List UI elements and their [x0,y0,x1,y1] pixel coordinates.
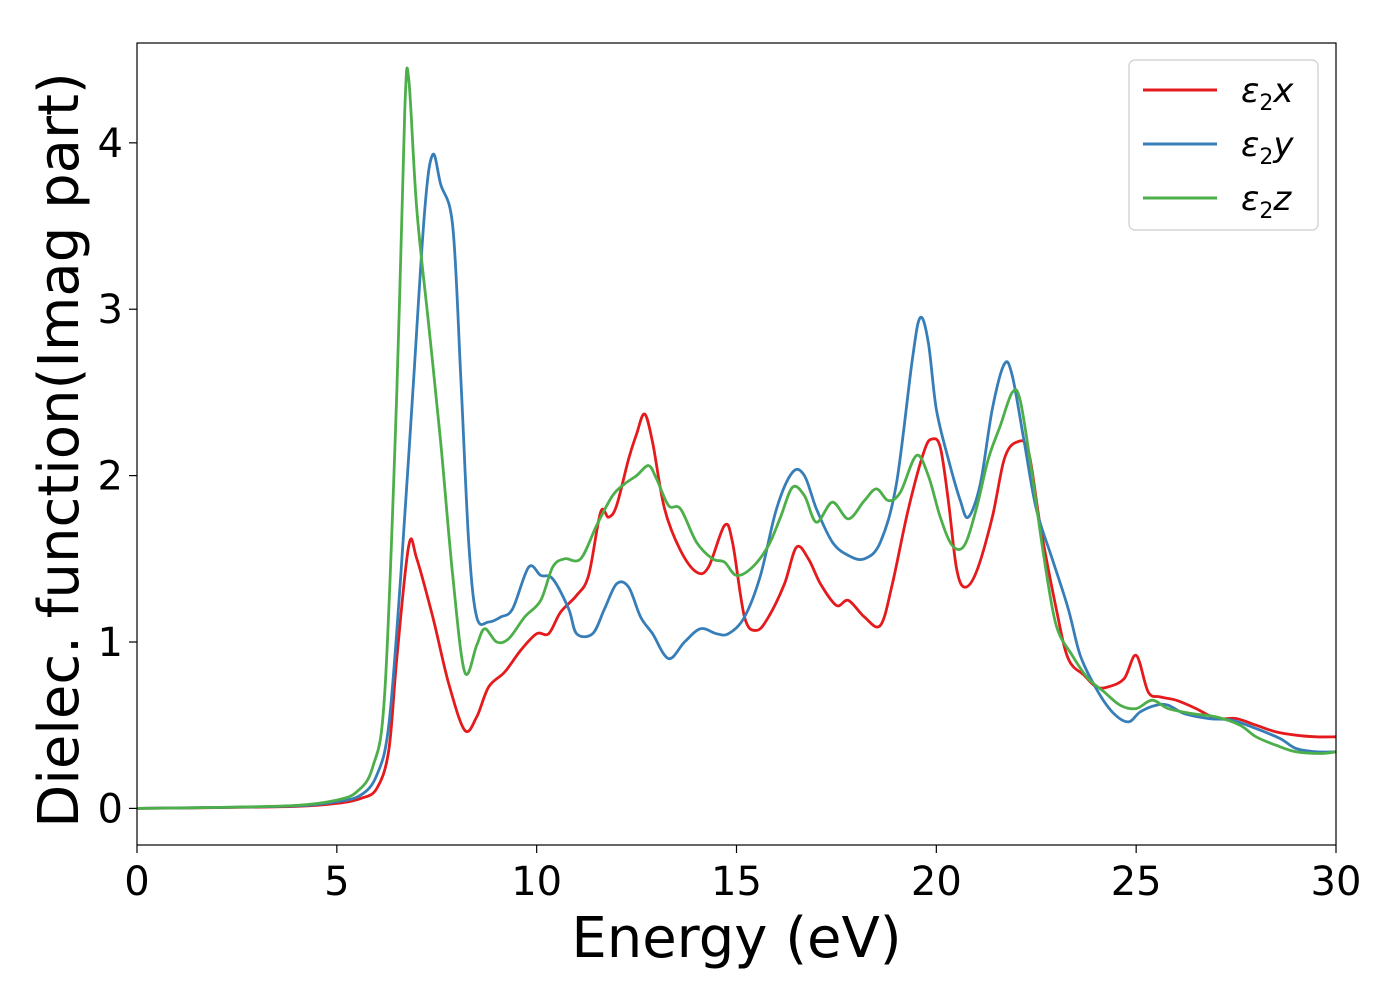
x-axis-ticks: 0 5 10 15 20 25 30 [124,845,1361,905]
series-line-y [137,152,1336,810]
y-tick-label: 1 [98,620,123,666]
x-tick-label: 10 [511,859,562,905]
x-tick-label: 15 [711,859,762,905]
legend-box [1128,59,1319,231]
y-tick-label: 0 [98,786,123,832]
x-tick-label: 0 [124,859,149,905]
legend-label-x: ε2x [1241,71,1294,116]
y-tick-label: 2 [98,454,123,500]
x-tick-label: 5 [324,859,349,905]
legend-label-y: ε2y [1241,125,1294,170]
series-line-x [137,412,1336,810]
x-tick-label: 30 [1311,859,1362,905]
y-tick-label: 3 [98,287,123,333]
y-axis-title: Dielec. function(Imag part) [27,72,92,828]
x-tick-label: 20 [911,859,962,905]
legend-label-z: ε2z [1241,179,1292,224]
x-tick-label: 25 [1111,859,1162,905]
x-axis-title: Energy (eV) [571,906,901,971]
series-line-z [137,66,1336,810]
y-tick-label: 4 [98,121,123,167]
legend: ε2x ε2y ε2z [1128,59,1319,231]
y-axis-ticks: 0 1 2 3 4 [98,121,137,832]
series-layer [137,66,1336,810]
